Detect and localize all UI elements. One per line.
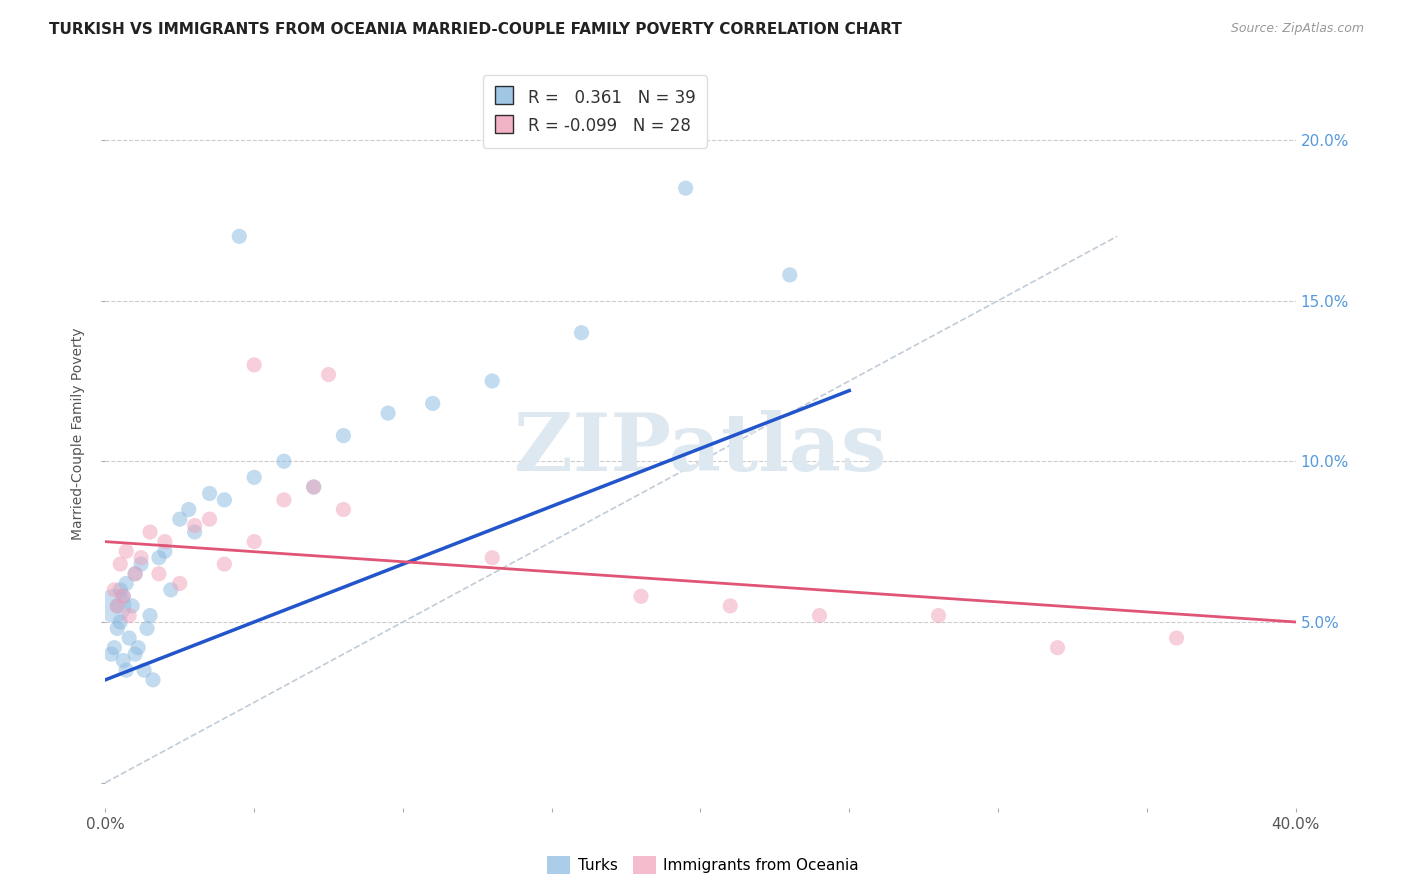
Point [112, 589, 135, 603]
Point [198, 486, 221, 500]
Point [214, 557, 236, 571]
Point [105, 599, 128, 613]
Point [214, 492, 236, 507]
Point [928, 608, 950, 623]
Legend: R =   0.361   N = 39, R = -0.099   N = 28: R = 0.361 N = 39, R = -0.099 N = 28 [482, 76, 707, 148]
Point [183, 518, 205, 533]
Text: ZIPatlas: ZIPatlas [515, 410, 887, 488]
Point [127, 640, 149, 655]
Point [243, 534, 266, 549]
Point [1046, 640, 1069, 655]
Point [115, 576, 138, 591]
Point [153, 544, 176, 558]
Point [779, 268, 801, 282]
Point [112, 654, 135, 668]
Point [183, 524, 205, 539]
Point [571, 326, 593, 340]
Point [377, 406, 399, 420]
Point [160, 582, 183, 597]
Point [118, 608, 141, 623]
Point [302, 480, 325, 494]
Point [630, 589, 652, 603]
Point [273, 492, 295, 507]
Point [675, 181, 697, 195]
Point [148, 550, 170, 565]
Point [302, 480, 325, 494]
Point [112, 589, 135, 603]
Point [808, 608, 831, 623]
Point [243, 358, 266, 372]
Point [124, 566, 146, 581]
Point [332, 502, 354, 516]
Point [148, 566, 170, 581]
Point [481, 374, 503, 388]
Point [129, 550, 152, 565]
Point [100, 647, 122, 661]
Point [121, 599, 143, 613]
Point [243, 470, 266, 484]
Point [124, 566, 146, 581]
Point [115, 544, 138, 558]
Point [110, 557, 132, 571]
Point [115, 663, 138, 677]
Point [332, 428, 354, 442]
Point [110, 582, 132, 597]
Text: Source: ZipAtlas.com: Source: ZipAtlas.com [1230, 22, 1364, 36]
Point [110, 615, 132, 629]
Point [136, 621, 159, 635]
Text: TURKISH VS IMMIGRANTS FROM OCEANIA MARRIED-COUPLE FAMILY POVERTY CORRELATION CHA: TURKISH VS IMMIGRANTS FROM OCEANIA MARRI… [49, 22, 903, 37]
Y-axis label: Married-Couple Family Poverty: Married-Couple Family Poverty [72, 327, 86, 541]
Point [169, 512, 191, 526]
Point [153, 534, 176, 549]
Point [118, 631, 141, 645]
Point [132, 663, 155, 677]
Point [105, 621, 128, 635]
Point [169, 576, 191, 591]
Point [198, 512, 221, 526]
Point [1166, 631, 1188, 645]
Point [481, 550, 503, 565]
Point [718, 599, 741, 613]
Point [318, 368, 340, 382]
Legend: Turks, Immigrants from Oceania: Turks, Immigrants from Oceania [541, 850, 865, 880]
Point [129, 557, 152, 571]
Point [142, 673, 165, 687]
Point [422, 396, 444, 410]
Point [103, 640, 125, 655]
Point [105, 599, 128, 613]
Point [177, 502, 200, 516]
Point [139, 524, 162, 539]
Point [103, 599, 125, 613]
Point [228, 229, 250, 244]
Point [139, 608, 162, 623]
Point [124, 647, 146, 661]
Point [103, 582, 125, 597]
Point [273, 454, 295, 468]
